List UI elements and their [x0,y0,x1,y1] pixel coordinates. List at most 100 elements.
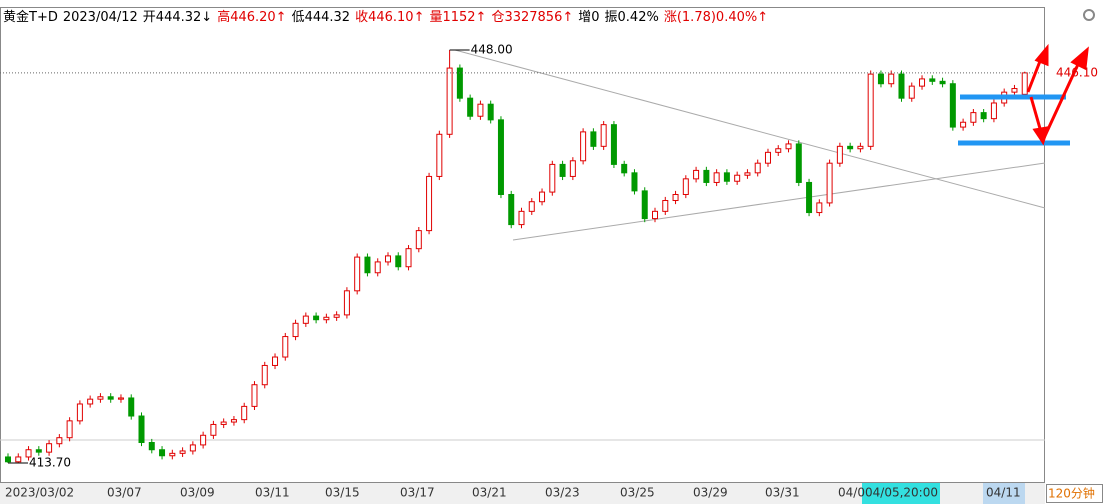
candle-body [549,163,556,193]
candle-body [241,405,248,421]
candle-body [497,119,504,195]
candle-body [292,322,299,338]
candle-body [159,449,166,457]
candle-body [487,103,494,121]
header-item: 开444.32↓ [142,10,213,25]
low-label: 413.70 [29,455,71,469]
x-tick-label: 03/15 [325,486,360,500]
candle-body [703,169,710,183]
candle-body [662,200,669,212]
candle-body [857,145,864,150]
candle-body [66,420,73,439]
candle-body [610,124,617,165]
header-item: 高446.20↑ [217,10,287,25]
header-item: 低444.32 [291,10,351,25]
candle-body [898,73,905,99]
x-tick-label: 03/21 [472,486,507,500]
candle-body [919,78,926,87]
candle-body [436,133,443,177]
candle-body [970,112,977,123]
trend-line [512,162,1046,241]
candle-body [621,163,628,174]
candle-body [426,175,433,232]
candle-body [867,73,874,147]
candle-body [343,290,350,316]
candle-body [87,398,94,405]
last-price-label: 446.10 [1056,65,1098,79]
candle-body [693,169,700,180]
candle-body [539,191,546,203]
candle-body [764,151,771,164]
candle-body [25,449,32,458]
candle-body [672,193,679,202]
candle-body [272,356,279,366]
candle-body [949,83,956,128]
x-tick-label: 2023/03/02 [5,486,74,500]
candle-body [847,145,854,150]
candle-body [35,449,42,453]
header-item: 黄金T+D [3,10,58,25]
candle-body [302,315,309,324]
candle-body [169,452,176,457]
candle-body [1011,88,1018,93]
header-item: 收446.10↑ [355,10,425,25]
candle-body [97,396,104,400]
arrow-head [1034,43,1049,67]
candle-body [200,434,207,446]
x-tick-label: 04/05,20:00 [865,486,938,500]
settings-icon[interactable] [1083,9,1095,21]
candle-body [631,172,638,192]
candle-body [477,103,484,117]
candle-body [836,145,843,164]
arrow-head [1070,46,1089,71]
candle-body [251,384,258,407]
candle-body [56,437,63,445]
plot-frame [0,7,1045,483]
period-box[interactable] [1046,484,1103,503]
x-tick-label: 03/31 [765,486,800,500]
header-item: 2023/04/12 [62,10,138,25]
candle-body [908,85,915,99]
candle-body [641,190,648,220]
candle-body [713,172,720,183]
x-axis-bar [0,483,1045,504]
candle-body [580,131,587,162]
candle-body [508,193,515,226]
candle-body [220,421,227,425]
candle-body [785,143,792,150]
candle-body [230,419,237,423]
candle-body [980,112,987,120]
candle-body [189,444,196,452]
candle-body [138,415,145,444]
candle-body [600,124,607,147]
candle-body [939,80,946,85]
candle-body [888,73,895,85]
candle-body [528,201,535,212]
x-tick-label: 03/17 [400,486,435,500]
candle-body [446,67,453,135]
crosshair-time-box [862,483,940,504]
candle-body [467,97,474,117]
candle-body [384,255,391,263]
candle-body [107,396,114,400]
header-item: 涨(1.78)0.40%↑ [663,10,769,25]
candle-body [313,315,320,321]
candle-body [816,202,823,214]
candle-body [333,314,340,318]
candle-body [148,442,155,451]
candle-body [210,423,217,436]
header-item: 量1152↑ [429,10,487,25]
candle-body [15,456,22,463]
candle-body [364,256,371,274]
candle-body [179,450,186,454]
candle-body [806,181,813,214]
candle-body [518,210,525,226]
x-tick-label: 03/09 [180,486,215,500]
x-tick-label: 03/07 [107,486,142,500]
candle-body [282,336,289,358]
candle-body [723,172,730,182]
arrow [1042,59,1082,139]
candle-body [76,403,83,422]
